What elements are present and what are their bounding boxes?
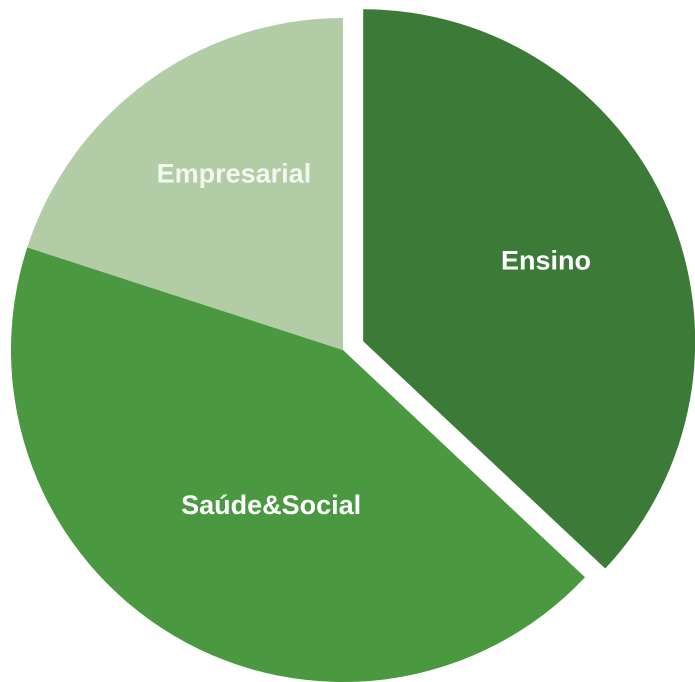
pie-slice-label-sa-de-social: Saúde&Social xyxy=(181,490,361,520)
slices-layer xyxy=(11,9,695,682)
pie-slice-ensino xyxy=(363,9,695,569)
labels-layer: Ensino Saúde&Social Empresarial xyxy=(157,159,591,521)
pie-slice-sa-de-social xyxy=(11,247,586,682)
pie-slice-label-empresarial: Empresarial xyxy=(157,159,312,189)
pie-slice-label-ensino: Ensino xyxy=(501,245,591,275)
pie-slice-empresarial xyxy=(27,18,343,350)
